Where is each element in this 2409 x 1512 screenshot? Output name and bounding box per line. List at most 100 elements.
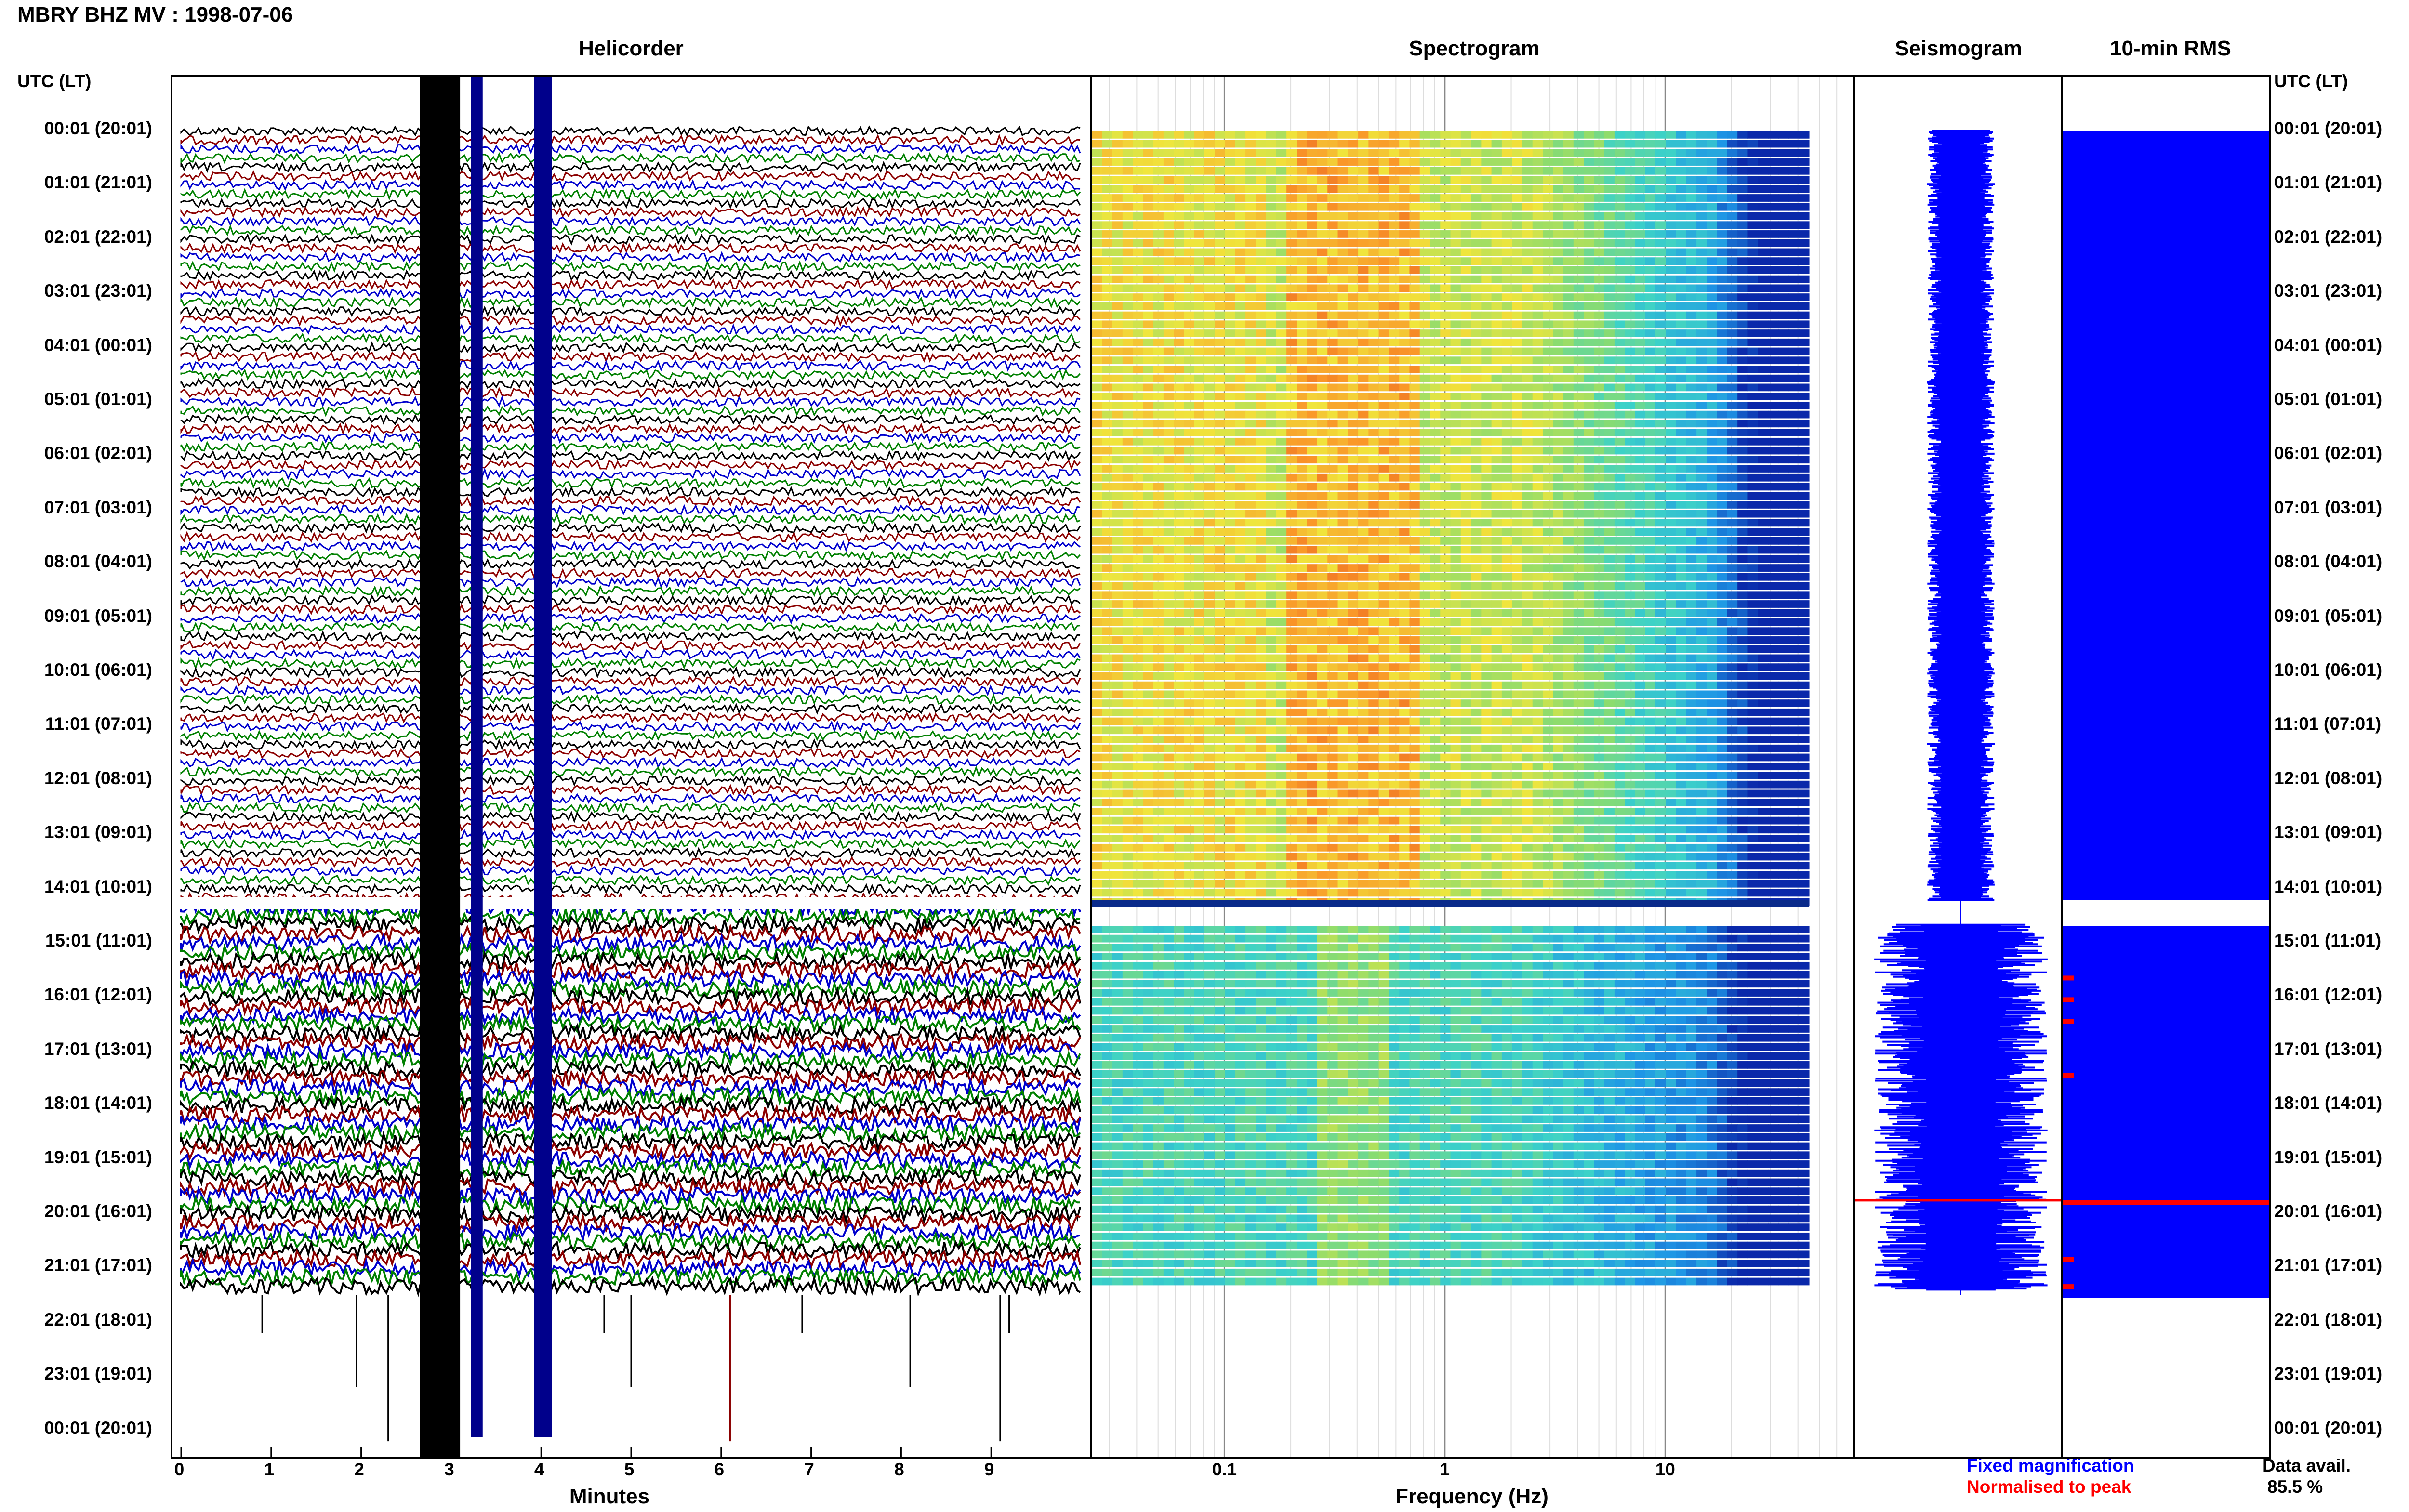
spectrogram-cell [1645, 338, 1656, 346]
spectrogram-cell [1727, 374, 1738, 382]
spectrogram-cell [1102, 447, 1113, 455]
spectrogram-cell [1635, 239, 1646, 247]
spectrogram-cell [1573, 609, 1584, 617]
spectrogram-cell [1686, 736, 1697, 743]
spectrogram-cell [1717, 284, 1728, 292]
spectrogram-cell [1501, 194, 1512, 202]
spectrogram-cell [1409, 140, 1420, 148]
spectrogram-cell [1604, 329, 1615, 337]
spectrogram-cell [1727, 473, 1738, 482]
spectrogram-cell [1471, 564, 1482, 572]
spectrogram-cell [1768, 429, 1779, 436]
spectrogram-cell [1584, 185, 1594, 193]
spectrogram-cell [1256, 176, 1267, 184]
spectrogram-cell [1645, 275, 1656, 283]
spectrogram-cell [1542, 672, 1553, 680]
spectrogram-cell [1348, 239, 1359, 247]
spectrogram-cell [1542, 239, 1553, 247]
spectrogram-cell [1532, 194, 1543, 202]
spectrogram-cell [1153, 573, 1164, 581]
spectrogram-cell [1440, 492, 1451, 500]
spectrogram-cell [1266, 736, 1277, 743]
spectrogram-cell [1522, 573, 1533, 581]
spectrogram-cell [1686, 393, 1697, 400]
spectrogram-cell [1337, 618, 1349, 626]
helicorder-panel [171, 75, 1092, 1459]
spectrogram-cell [1625, 437, 1635, 446]
spectrogram-cell [1419, 510, 1430, 518]
spectrogram-cell [1378, 564, 1390, 572]
spectrogram-cell [1788, 519, 1800, 527]
spectrogram-cell [1440, 402, 1451, 409]
spectrogram-cell [1788, 483, 1800, 491]
spectrogram-cell [1225, 420, 1236, 428]
spectrogram-cell [1788, 266, 1800, 274]
spectrogram-cell [1092, 230, 1102, 238]
spectrogram-cell [1666, 555, 1677, 563]
spectrogram-cell [1553, 456, 1564, 464]
spectrogram-cell [1133, 492, 1143, 500]
spectrogram-cell [1491, 600, 1502, 608]
spectrogram-cell [1327, 726, 1338, 735]
helicorder-trace [180, 1139, 1081, 1162]
spectrogram-cell [1389, 600, 1400, 608]
spectrogram-cell [1286, 510, 1297, 518]
spectrogram-cell [1143, 600, 1154, 608]
spectrogram-cell [1327, 185, 1338, 193]
y-tick-label: 11:01 (07:01) [45, 714, 152, 734]
spectrogram-cell [1399, 402, 1410, 409]
spectrogram-cell [1655, 311, 1666, 319]
spectrogram-cell [1686, 158, 1697, 166]
helicorder-trace [180, 440, 1081, 453]
spectrogram-cell [1204, 654, 1215, 662]
spectrogram-cell [1655, 302, 1666, 310]
spectrogram-cell [1225, 212, 1236, 220]
spectrogram-cell [1747, 402, 1759, 409]
spectrogram-cell [1696, 383, 1707, 392]
spectrogram-cell [1460, 356, 1471, 365]
spectrogram-cell [1235, 555, 1246, 563]
spectrogram-cell [1440, 473, 1451, 482]
spectrogram-cell [1522, 320, 1533, 329]
helicorder-trace [180, 359, 1081, 372]
spectrogram-cell [1625, 410, 1635, 419]
spectrogram-cell [1471, 726, 1482, 735]
spectrogram-cell [1737, 176, 1748, 184]
spectrogram-cell [1358, 131, 1369, 139]
helicorder-trace [180, 215, 1081, 227]
spectrogram-cell [1686, 356, 1697, 365]
spectrogram-cell [1245, 383, 1256, 392]
spectrogram-cell [1368, 203, 1379, 211]
spectrogram-cell [1317, 320, 1328, 329]
spectrogram-cell [1666, 347, 1677, 355]
spectrogram-cell [1747, 546, 1759, 554]
spectrogram-cell [1389, 627, 1400, 635]
spectrogram-cell [1450, 131, 1461, 139]
spectrogram-cell [1225, 366, 1236, 373]
spectrogram-cell [1143, 420, 1154, 428]
spectrogram-cell [1563, 221, 1574, 229]
spectrogram-cell [1276, 654, 1287, 662]
spectrogram-cell [1358, 528, 1369, 536]
spectrogram-cell [1194, 492, 1205, 500]
spectrogram-cell [1266, 420, 1277, 428]
spectrogram-cell [1286, 275, 1297, 283]
spectrogram-cell [1471, 627, 1482, 635]
spectrogram-cell [1153, 456, 1164, 464]
spectrogram-cell [1092, 366, 1102, 373]
spectrogram-cell [1645, 366, 1656, 373]
spectrogram-cell [1204, 690, 1215, 698]
spectrogram-cell [1215, 410, 1226, 419]
spectrogram-cell [1337, 447, 1349, 455]
spectrogram-cell [1553, 429, 1564, 436]
spectrogram-cell [1788, 591, 1800, 599]
spectrogram-cell [1307, 447, 1318, 455]
spectrogram-cell [1491, 420, 1502, 428]
spectrogram-cell [1430, 663, 1441, 671]
spectrogram-cell [1799, 167, 1810, 175]
spectrogram-cell [1604, 366, 1615, 373]
spectrogram-cell [1501, 519, 1512, 527]
spectrogram-cell [1460, 519, 1471, 527]
spectrogram-cell [1788, 221, 1800, 229]
spectrogram-cell [1584, 140, 1594, 148]
